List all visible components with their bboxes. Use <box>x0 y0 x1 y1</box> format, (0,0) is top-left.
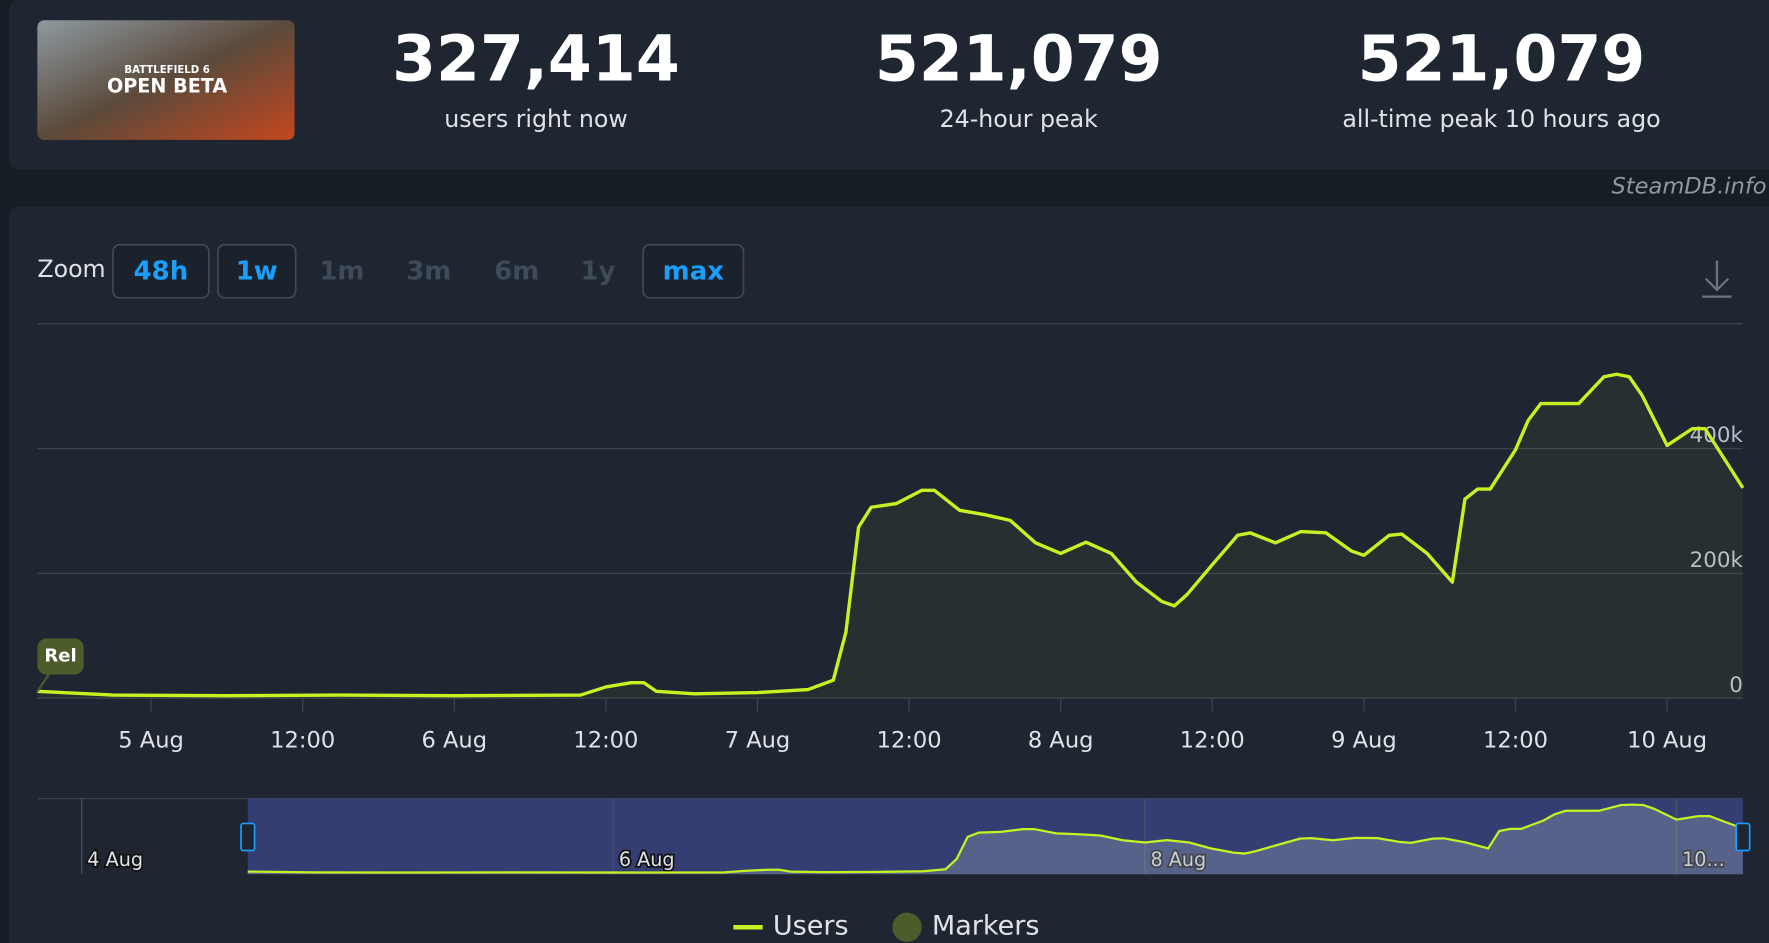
navigator-label: 8 Aug <box>1151 848 1207 871</box>
zoom-button-label[interactable]: max <box>663 256 725 286</box>
zoom-button-label[interactable]: 1w <box>236 256 278 286</box>
zoom-button[interactable] <box>217 243 297 299</box>
stat-label: 24-hour peak <box>940 105 1099 133</box>
x-tick-label: 12:00 <box>1180 728 1245 754</box>
series-area <box>37 374 1743 699</box>
navigator-label: 4 Aug <box>87 848 143 871</box>
zoom-button-label[interactable]: 3m <box>406 256 451 286</box>
x-tick-label: 9 Aug <box>1331 728 1397 754</box>
download-icon[interactable] <box>1702 260 1732 298</box>
image-background <box>37 20 295 140</box>
navigator-line <box>247 803 1744 874</box>
image-text: OPEN BETA <box>107 74 227 97</box>
x-tick-label: 12:00 <box>1483 728 1548 754</box>
marker-stem <box>36 673 50 693</box>
stat-number: 327,414 <box>392 22 680 96</box>
x-tick-label: 12:00 <box>270 728 335 754</box>
zoom-button-label[interactable]: 1y <box>581 256 616 286</box>
game-image[interactable]: BATTLEFIELD 6 OPEN BETA <box>37 20 295 140</box>
navigator-handle[interactable] <box>240 822 256 852</box>
x-tick-label: 12:00 <box>573 728 638 754</box>
stat-label: users right now <box>444 105 627 133</box>
x-tick-label: 5 Aug <box>118 728 184 754</box>
navigator-label: 10... <box>1682 848 1725 871</box>
stat-label: all-time peak 10 hours ago <box>1342 105 1660 133</box>
y-tick-label: 200k <box>1690 548 1744 573</box>
stat-number: 521,079 <box>1358 22 1646 96</box>
marker-flag[interactable] <box>37 638 84 675</box>
x-tick-label: 10 Aug <box>1627 728 1707 754</box>
series-line <box>37 372 1745 698</box>
legend-label[interactable]: Markers <box>932 911 1040 942</box>
zoom-button-label[interactable]: 48h <box>134 256 189 286</box>
x-tick-label: 12:00 <box>877 728 942 754</box>
legend-label[interactable]: Users <box>773 911 849 942</box>
zoom-button[interactable] <box>642 243 745 299</box>
image-text: BATTLEFIELD 6 <box>124 65 209 76</box>
stat-number: 521,079 <box>875 22 1163 96</box>
zoom-button[interactable] <box>112 243 210 299</box>
x-tick-label: 6 Aug <box>422 728 488 754</box>
x-tick-label: 8 Aug <box>1028 728 1094 754</box>
zoom-button-label[interactable]: 1m <box>319 256 364 286</box>
legend-swatch[interactable] <box>892 912 922 942</box>
navigator-selection <box>247 798 1743 875</box>
stats-card <box>9 0 1769 170</box>
x-tick-label: 7 Aug <box>725 728 791 754</box>
icon-stroke <box>1704 277 1730 292</box>
marker-label: Rel <box>44 645 76 666</box>
chart-card <box>9 206 1769 943</box>
zoom-label: Zoom <box>37 255 105 283</box>
navigator-area <box>247 804 1743 875</box>
watermark: SteamDB.info <box>1611 174 1766 200</box>
navigator-handle[interactable] <box>1735 822 1751 852</box>
y-tick-label: 0 <box>1729 673 1743 698</box>
navigator-label: 6 Aug <box>619 848 675 871</box>
zoom-button-label[interactable]: 6m <box>494 256 539 286</box>
